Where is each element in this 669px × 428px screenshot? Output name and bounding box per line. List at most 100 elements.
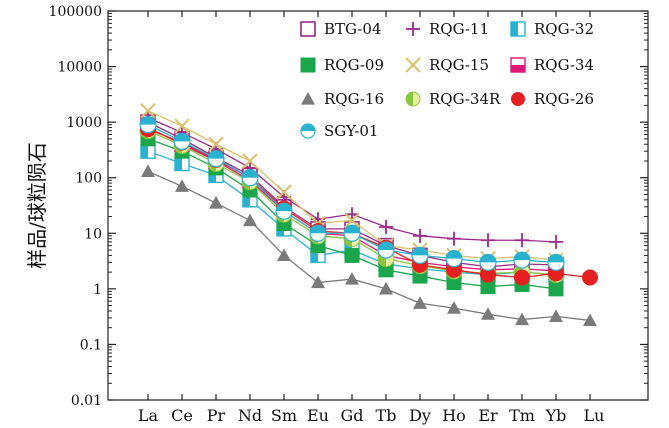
legend-item-rqg-26: RQG-26 <box>511 90 594 108</box>
data-point-gd <box>343 224 361 242</box>
data-point-gd <box>344 212 360 229</box>
y-axis-label: 样品/球粒陨石 <box>25 142 49 269</box>
data-point-tm <box>515 312 529 326</box>
data-point-nd <box>242 153 258 169</box>
marker-half <box>208 150 224 159</box>
data-point-dy <box>413 228 427 243</box>
marker-half <box>406 92 413 106</box>
legend-item-rqg-34r: RQG-34R <box>405 90 501 108</box>
series-sgy-01 <box>139 116 565 271</box>
marker-fill <box>511 65 525 72</box>
data-point-pr <box>209 196 223 209</box>
legend-marker <box>511 92 525 106</box>
data-point-eu <box>311 275 325 289</box>
legend-marker <box>405 91 421 107</box>
legend-label: RQG-09 <box>324 56 384 74</box>
legend-item-rqg-34: RQG-34 <box>510 56 594 74</box>
marker-half <box>276 203 292 212</box>
data-point-ho <box>447 231 461 246</box>
data-point-dy <box>413 296 427 309</box>
data-point-eu <box>309 224 327 242</box>
legend-marker <box>405 57 421 73</box>
legend-marker <box>406 22 420 36</box>
data-point-ho <box>447 301 461 314</box>
data-point-ce <box>173 132 191 151</box>
x-tick-label-er: Er <box>478 406 498 425</box>
plot-frame <box>107 10 649 401</box>
x-tick-label-tb: Tb <box>376 406 397 425</box>
y-tick-label: 100000 <box>49 4 102 20</box>
legend-marker <box>510 21 526 37</box>
data-point-pr <box>208 136 224 152</box>
legend-item-rqg-09: RQG-09 <box>300 56 384 74</box>
marker-half <box>301 124 315 131</box>
marker-d2 <box>276 184 292 200</box>
data-point-sm <box>277 248 291 261</box>
data-point-tm <box>513 251 531 269</box>
data-point-ce <box>175 179 189 192</box>
marker-half <box>446 250 462 259</box>
marker-half <box>514 252 530 261</box>
data-point-lu <box>583 313 597 327</box>
marker-half <box>344 225 360 234</box>
marker-d2 <box>174 118 190 134</box>
marker-half <box>140 116 156 125</box>
data-point-er <box>481 307 495 320</box>
legend-label: RQG-34 <box>534 56 594 74</box>
legend-label: RQG-32 <box>534 20 594 38</box>
x-tick-label-nd: Nd <box>238 406 262 425</box>
x-tick-label-yb: Yb <box>545 406 567 425</box>
y-tick-label: 0.1 <box>80 337 102 353</box>
data-point-la <box>139 116 157 134</box>
legend-item-rqg-15: RQG-15 <box>405 56 489 74</box>
marker-half <box>310 225 326 234</box>
marker-fill <box>511 22 518 36</box>
marker-fill <box>311 248 318 263</box>
data-point-yb <box>548 281 564 297</box>
data-point-sm <box>276 184 292 200</box>
marker-d2 <box>405 57 421 73</box>
data-point-tb <box>377 241 395 259</box>
legend-marker <box>300 21 316 37</box>
data-point-ce <box>174 118 190 134</box>
marker-d2 <box>140 103 156 119</box>
legend-label: RQG-16 <box>324 90 384 108</box>
legend-item-sgy-01: SGY-01 <box>300 122 378 140</box>
data-point-lu <box>582 269 598 286</box>
marker-half <box>548 254 564 263</box>
legend-marker <box>300 57 316 73</box>
marker-half <box>242 169 258 178</box>
y-tick-label: 100 <box>75 171 102 187</box>
data-point-nd <box>241 169 259 187</box>
y-tick-label: 10000 <box>57 60 102 76</box>
x-tick-label-ce: Ce <box>171 406 193 425</box>
marker-half <box>412 247 428 256</box>
data-point-gd <box>344 247 360 263</box>
data-point-sm <box>275 202 293 220</box>
data-point-pr <box>207 150 225 168</box>
x-tick-label-tm: Tm <box>509 406 535 425</box>
y-tick-label: 0.01 <box>71 393 102 409</box>
legend-label: RQG-26 <box>534 90 594 108</box>
legend: BTG-04 RQG-11 RQG-32 RQG-09 RQG-15 RQG-34 RQG-… <box>300 20 594 140</box>
marker-d2 <box>344 212 360 229</box>
series-rqg-16 <box>141 164 597 327</box>
y-tick-label: 10 <box>84 226 102 242</box>
marker-half <box>480 254 496 263</box>
axes: 0.01 0.1 1 10 100 1000 10000 100000 La Ce Pr Nd Sm Eu… <box>49 4 649 425</box>
y-tick-label: 1 <box>93 282 102 298</box>
data-point-tm <box>514 269 530 286</box>
data-point-la <box>141 164 155 177</box>
data-point-tm <box>515 233 529 248</box>
data-point-ho <box>445 250 463 268</box>
data-point-yb <box>547 253 565 271</box>
marker-d2 <box>208 136 224 152</box>
x-tick-label-eu: Eu <box>307 406 329 425</box>
legend-marker <box>510 57 526 73</box>
legend-label: BTG-04 <box>324 20 381 38</box>
marker-half <box>378 242 394 251</box>
data-point-la <box>140 143 156 159</box>
data-point-nd <box>243 213 257 227</box>
marker-fill <box>141 144 148 159</box>
